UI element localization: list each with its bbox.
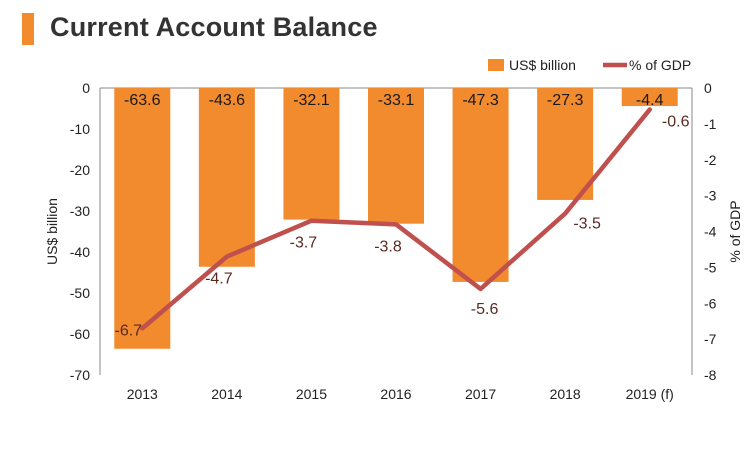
legend: US$ billion % of GDP bbox=[488, 57, 691, 73]
right-tick-label: -7 bbox=[704, 331, 717, 347]
title-accent-bar bbox=[22, 13, 34, 45]
x-tick-label: 2014 bbox=[211, 386, 242, 402]
left-tick-label: 0 bbox=[82, 80, 90, 96]
x-tick-label: 2018 bbox=[550, 386, 581, 402]
bar bbox=[621, 88, 678, 107]
left-tick-label: -30 bbox=[70, 203, 90, 219]
bar bbox=[283, 88, 340, 220]
bar bbox=[537, 88, 594, 200]
x-axis: 2013 2014 2015 2016 2017 2018 2019 (f) bbox=[100, 87, 692, 402]
left-tick-label: -70 bbox=[70, 367, 90, 383]
left-tick-label: -20 bbox=[70, 162, 90, 178]
x-tick-label: 2017 bbox=[465, 386, 496, 402]
x-tick-label: 2013 bbox=[127, 386, 158, 402]
left-tick-label: -50 bbox=[70, 285, 90, 301]
left-tick-label: -10 bbox=[70, 121, 90, 137]
line-value-label: -0.6 bbox=[662, 114, 690, 131]
x-tick-label: 2015 bbox=[296, 386, 327, 402]
line-data-labels: -6.7 -4.7 -3.7 -3.8 -5.6 -3.5 -0.6 bbox=[114, 114, 689, 340]
right-tick-label: -3 bbox=[704, 188, 717, 204]
bar bbox=[452, 88, 509, 282]
right-tick-label: 0 bbox=[704, 80, 712, 96]
x-tick-label: 2016 bbox=[380, 386, 411, 402]
right-axis: 0 -1 -2 -3 -4 -5 -6 -7 -8 bbox=[691, 80, 717, 383]
right-tick-label: -1 bbox=[704, 116, 717, 132]
bar-value-label: -33.1 bbox=[378, 92, 415, 109]
bar bbox=[114, 88, 171, 349]
y-axis-title-right: % of GDP bbox=[727, 200, 743, 262]
bar-value-label: -32.1 bbox=[293, 92, 330, 109]
line-series bbox=[140, 107, 652, 331]
right-tick-label: -2 bbox=[704, 152, 717, 168]
x-tick-label: 2019 (f) bbox=[626, 386, 674, 402]
bar-value-label: -27.3 bbox=[547, 92, 584, 109]
line-value-label: -3.7 bbox=[290, 235, 318, 252]
line-value-label: -5.6 bbox=[471, 301, 499, 318]
page-title: Current Account Balance bbox=[50, 12, 378, 42]
right-tick-label: -6 bbox=[704, 295, 717, 311]
line-value-label: -6.7 bbox=[114, 322, 142, 339]
bar bbox=[198, 88, 255, 267]
bar-value-label: -63.6 bbox=[124, 92, 161, 109]
left-tick-label: -40 bbox=[70, 244, 90, 260]
bar-series bbox=[114, 88, 678, 349]
legend-swatch-bars bbox=[488, 59, 504, 71]
legend-label-line: % of GDP bbox=[629, 57, 691, 73]
right-tick-label: -4 bbox=[704, 224, 717, 240]
right-tick-label: -5 bbox=[704, 259, 717, 275]
legend-label-bars: US$ billion bbox=[509, 57, 576, 73]
bar-value-label: -47.3 bbox=[462, 92, 499, 109]
right-tick-label: -8 bbox=[704, 367, 717, 383]
line-value-label: -3.8 bbox=[374, 238, 402, 255]
bar-value-label: -4.4 bbox=[636, 92, 664, 109]
left-tick-label: -60 bbox=[70, 326, 90, 342]
line-value-label: -3.5 bbox=[573, 216, 601, 233]
bar-data-labels: -63.6 -43.6 -32.1 -33.1 -47.3 -27.3 -4.4 bbox=[124, 92, 664, 109]
y-axis-title-left: US$ billion bbox=[44, 198, 60, 265]
bar bbox=[368, 88, 424, 224]
line-value-label: -4.7 bbox=[205, 271, 233, 288]
bar-value-label: -43.6 bbox=[209, 92, 246, 109]
left-axis: 0 -10 -20 -30 -40 -50 -60 -70 bbox=[70, 80, 101, 383]
